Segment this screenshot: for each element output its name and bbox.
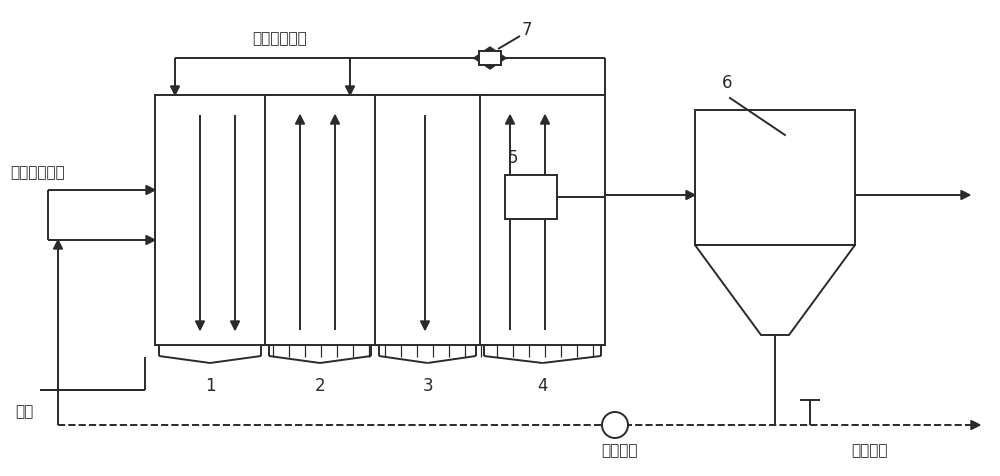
- Text: 7: 7: [522, 21, 532, 39]
- Polygon shape: [540, 115, 550, 124]
- Text: 3: 3: [422, 377, 433, 395]
- Polygon shape: [196, 321, 205, 330]
- Polygon shape: [330, 115, 340, 124]
- Bar: [479, 51, 501, 65]
- Polygon shape: [686, 190, 695, 199]
- Polygon shape: [695, 245, 855, 335]
- Text: 经预处理污水: 经预处理污水: [10, 165, 65, 180]
- Polygon shape: [146, 236, 155, 245]
- Bar: [505, 175, 557, 219]
- Polygon shape: [506, 115, 514, 124]
- Polygon shape: [230, 321, 240, 330]
- Text: 5: 5: [508, 149, 518, 167]
- Text: 回流污泥: 回流污泥: [602, 443, 638, 458]
- Polygon shape: [346, 86, 354, 95]
- Polygon shape: [961, 190, 970, 199]
- Text: 混合液内回流: 混合液内回流: [253, 31, 307, 46]
- Text: 空气: 空气: [15, 404, 33, 419]
- Text: 2: 2: [315, 377, 325, 395]
- Polygon shape: [420, 321, 430, 330]
- Text: 1: 1: [205, 377, 215, 395]
- Polygon shape: [54, 240, 62, 249]
- Circle shape: [602, 412, 628, 438]
- Polygon shape: [296, 115, 304, 124]
- Polygon shape: [146, 186, 155, 195]
- Polygon shape: [474, 47, 490, 69]
- Text: 6: 6: [722, 74, 732, 92]
- Bar: [695, 110, 855, 245]
- Polygon shape: [170, 86, 180, 95]
- Text: 剩余污泥: 剩余污泥: [852, 443, 888, 458]
- Polygon shape: [971, 420, 980, 429]
- Polygon shape: [490, 47, 506, 69]
- Bar: [155, 95, 605, 345]
- Text: 4: 4: [537, 377, 548, 395]
